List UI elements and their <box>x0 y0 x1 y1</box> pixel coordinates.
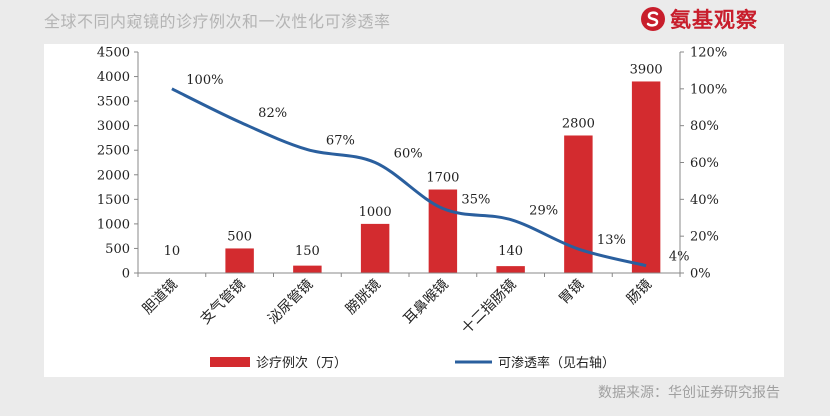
x-tick-label: 肠镜 <box>624 277 655 308</box>
right-tick-label: 20% <box>690 230 719 245</box>
bar-value-label: 500 <box>227 229 252 244</box>
bar-十二指肠镜 <box>496 266 525 273</box>
bar-label-group: 10 500 150 1000 1700 140 2800 3900 <box>164 62 663 259</box>
legend: 诊疗例次（万） 可渗透率（见右轴） <box>210 355 615 371</box>
left-tick-label: 4000 <box>97 70 130 85</box>
left-tick-label: 3500 <box>97 95 130 110</box>
bar-value-label: 2800 <box>562 116 595 131</box>
left-tick-label: 1000 <box>97 217 130 232</box>
bar-value-label: 1000 <box>359 205 392 220</box>
line-value-label: 60% <box>394 147 423 162</box>
source-note: 数据来源：华创证券研究报告 <box>598 385 780 401</box>
left-tick-label: 500 <box>105 242 130 257</box>
x-tick-label: 十二指肠镜 <box>459 277 520 338</box>
bar-value-label: 150 <box>295 244 320 259</box>
x-tick-label: 膀胱镜 <box>342 276 384 318</box>
line-value-label: 4% <box>669 250 690 265</box>
chart-panel <box>44 44 784 377</box>
x-tick-label: 耳鼻喉镜 <box>400 276 452 328</box>
x-tick-label: 胃镜 <box>556 277 587 308</box>
bar-膀胱镜 <box>360 223 390 273</box>
bar-value-label: 1700 <box>426 171 459 186</box>
legend-line-label: 可渗透率（见右轴） <box>498 355 615 371</box>
bar-value-label: 140 <box>498 244 523 259</box>
bar-支气管镜 <box>225 248 254 273</box>
bar-肠镜 <box>631 81 661 273</box>
right-tick-label: 100% <box>690 82 727 97</box>
left-tick-label: 2500 <box>97 144 130 159</box>
left-tick-label: 4500 <box>97 46 130 61</box>
x-tick-label: 泌尿管镜 <box>265 277 316 328</box>
legend-bar-label: 诊疗例次（万） <box>256 355 347 371</box>
bar-泌尿管镜 <box>293 265 322 273</box>
left-tick-label: 0 <box>122 267 130 282</box>
bar-series <box>157 81 661 273</box>
line-value-label: 13% <box>597 233 626 248</box>
line-value-label: 67% <box>326 134 355 149</box>
bar-value-label: 3900 <box>630 62 663 77</box>
line-value-label: 100% <box>186 73 223 88</box>
right-tick-label: 120% <box>690 46 727 61</box>
brand-name: 氨基观察 <box>670 8 758 32</box>
line-value-label: 82% <box>258 106 287 121</box>
left-tick-label: 3000 <box>97 119 130 134</box>
x-tick-label: 支气管镜 <box>198 277 249 328</box>
right-tick-label: 40% <box>690 193 719 208</box>
brand: 氨基观察 <box>640 4 758 34</box>
left-tick-label: 2000 <box>97 168 130 183</box>
right-tick-label: 0% <box>690 267 711 282</box>
line-label-group: 100% 82% 67% 60% 35% 29% 13% 4% <box>186 73 689 265</box>
left-tick-label: 1500 <box>97 193 130 208</box>
rate-line <box>171 87 647 268</box>
right-tick-label: 60% <box>690 156 719 171</box>
x-tick-label: 胆道镜 <box>140 277 181 318</box>
line-value-label: 29% <box>529 204 558 219</box>
right-tick-label: 80% <box>690 119 719 134</box>
circle-s-logo-icon <box>641 7 665 31</box>
chart-title: 全球不同内窥镜的诊疗例次和一次性化可渗透率 <box>44 12 391 31</box>
legend-bar-swatch <box>210 357 250 367</box>
line-value-label: 35% <box>461 193 490 208</box>
bar-value-label: 10 <box>164 244 181 259</box>
